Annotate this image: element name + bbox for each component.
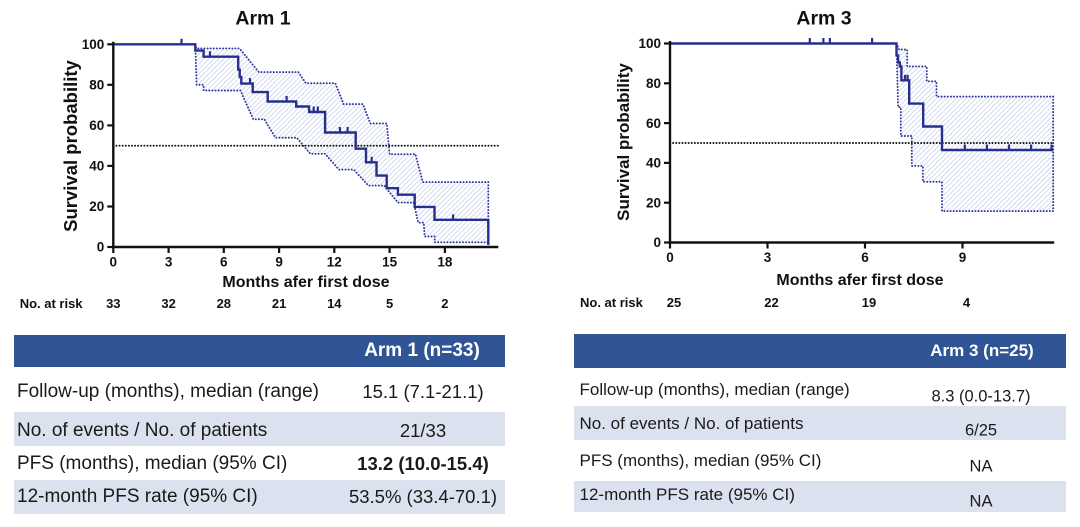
- svg-text:100: 100: [82, 37, 105, 52]
- svg-text:0: 0: [97, 240, 105, 255]
- svg-text:28: 28: [217, 296, 231, 311]
- svg-text:40: 40: [646, 156, 661, 171]
- svg-text:100: 100: [638, 36, 661, 51]
- svg-text:20: 20: [646, 195, 661, 210]
- svg-text:0: 0: [110, 255, 118, 270]
- svg-text:32: 32: [161, 296, 175, 311]
- svg-text:80: 80: [646, 76, 661, 91]
- svg-text:Survival probability: Survival probability: [60, 59, 81, 231]
- svg-text:No. at risk: No. at risk: [20, 296, 84, 311]
- svg-text:80: 80: [89, 78, 104, 93]
- svg-text:Survival probability: Survival probability: [614, 63, 633, 221]
- svg-text:9: 9: [275, 255, 283, 270]
- svg-text:3: 3: [764, 250, 772, 265]
- svg-text:40: 40: [89, 159, 104, 174]
- svg-text:33: 33: [106, 296, 120, 311]
- svg-text:14: 14: [327, 296, 342, 311]
- svg-text:9: 9: [959, 250, 967, 265]
- svg-text:No. at risk: No. at risk: [580, 295, 644, 310]
- svg-text:4: 4: [963, 295, 971, 310]
- svg-text:12: 12: [327, 255, 342, 270]
- svg-text:Arm 1: Arm 1: [235, 8, 290, 30]
- svg-text:Months afer first dose: Months afer first dose: [222, 274, 389, 291]
- svg-text:25: 25: [667, 295, 681, 310]
- svg-text:15: 15: [382, 255, 398, 270]
- svg-text:Arm 3: Arm 3: [796, 8, 851, 30]
- svg-text:18: 18: [437, 255, 453, 270]
- svg-text:60: 60: [646, 116, 661, 131]
- svg-text:22: 22: [764, 295, 778, 310]
- svg-text:6: 6: [220, 255, 228, 270]
- svg-text:21: 21: [272, 296, 286, 311]
- svg-text:6: 6: [861, 250, 869, 265]
- svg-text:60: 60: [89, 118, 104, 133]
- svg-text:19: 19: [862, 295, 876, 310]
- svg-text:0: 0: [666, 250, 674, 265]
- svg-text:0: 0: [653, 235, 661, 250]
- svg-text:2: 2: [441, 296, 448, 311]
- svg-text:20: 20: [89, 199, 104, 214]
- svg-text:3: 3: [165, 255, 173, 270]
- svg-text:5: 5: [386, 296, 393, 311]
- svg-text:Months afer first dose: Months afer first dose: [776, 272, 943, 289]
